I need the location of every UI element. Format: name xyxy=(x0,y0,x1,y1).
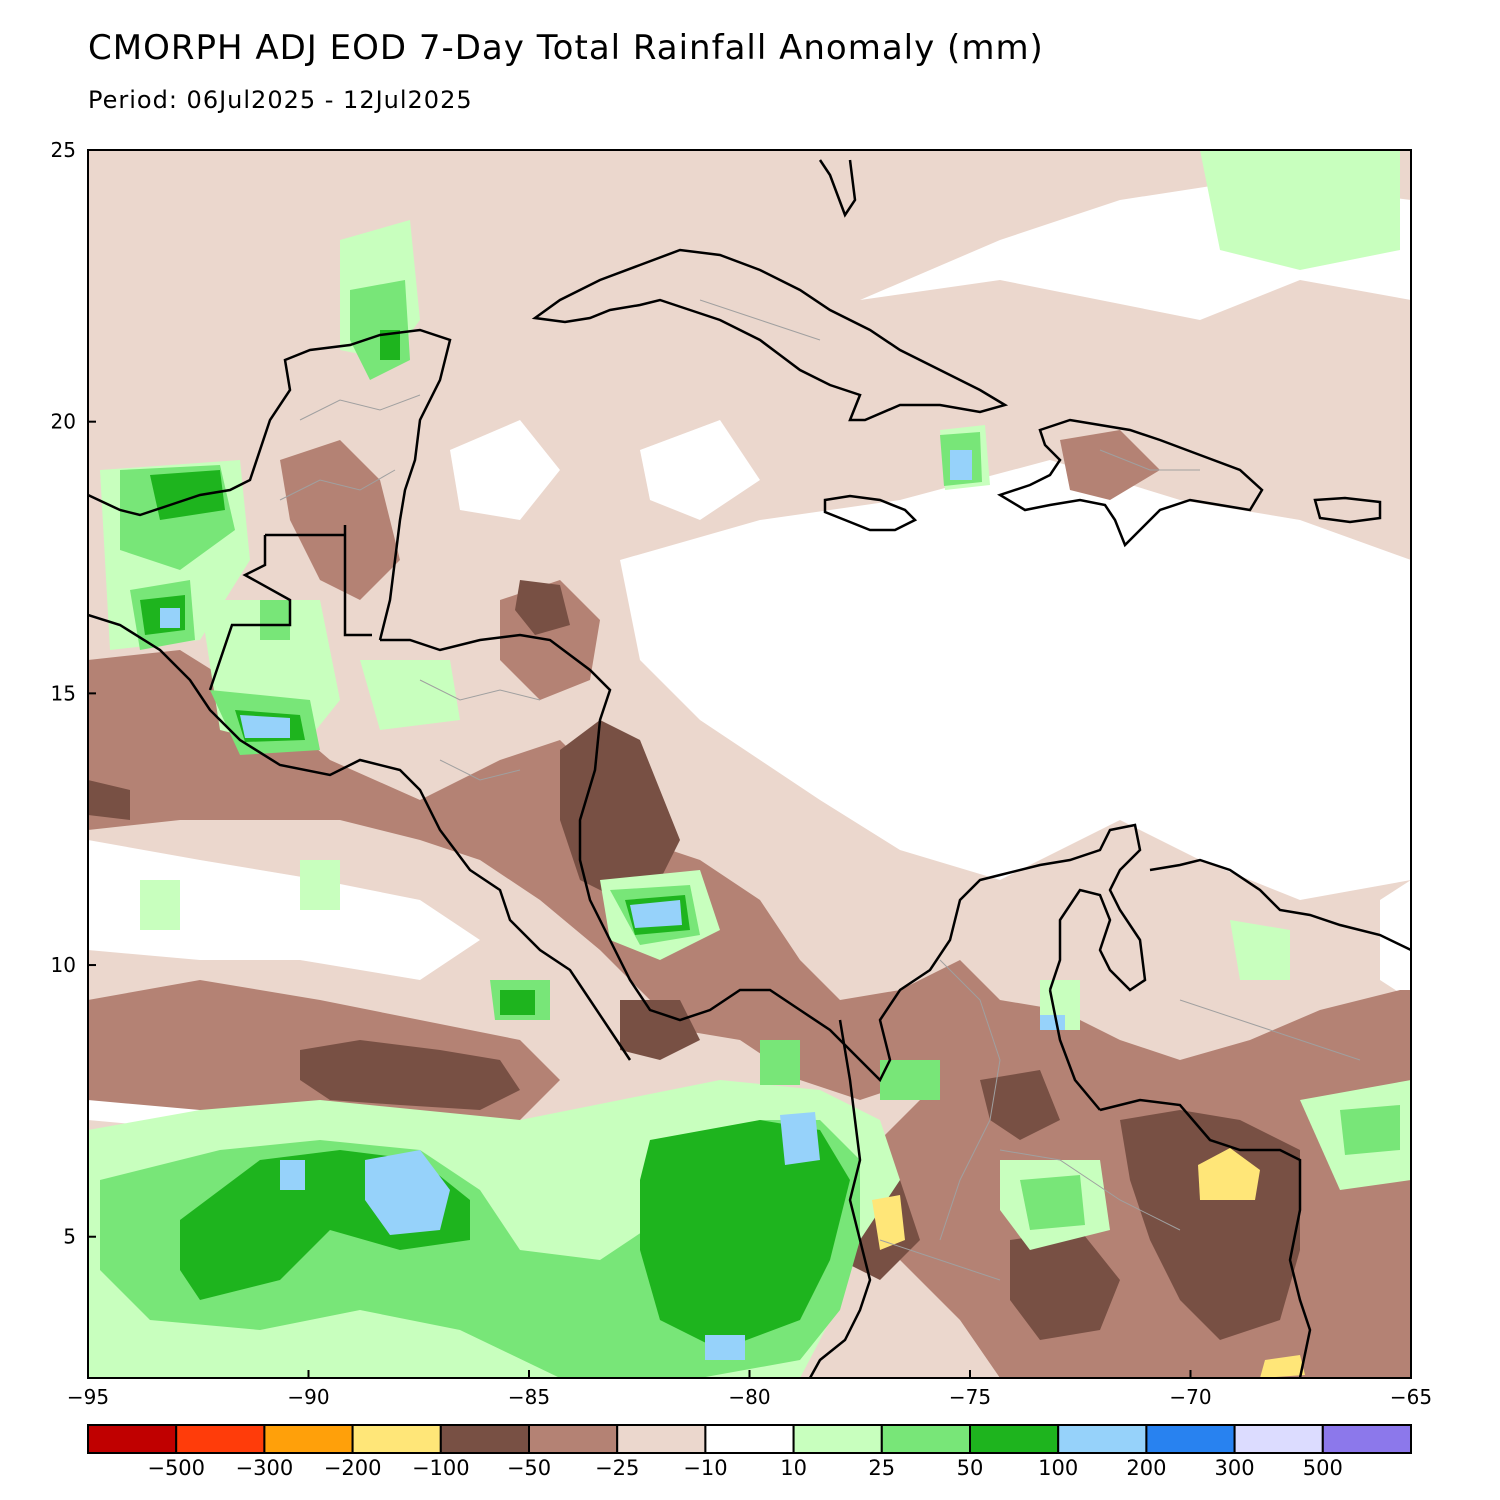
colorbar-swatch xyxy=(616,1424,707,1454)
colorbar-swatch xyxy=(880,1424,971,1454)
x-tick-label: −75 xyxy=(949,1385,991,1409)
x-tick-label: −80 xyxy=(728,1385,770,1409)
colorbar-label: 300 xyxy=(1215,1456,1255,1480)
admin-borders xyxy=(279,299,1361,1281)
x-axis: −95 −90 −85 −80 −75 −70 −65 xyxy=(67,1370,1432,1409)
colorbar-swatch xyxy=(1145,1424,1236,1454)
colorbar-label: −200 xyxy=(324,1456,382,1480)
colorbar-label: 200 xyxy=(1126,1456,1166,1480)
colorbar-swatch xyxy=(792,1424,883,1454)
x-tick-label: −65 xyxy=(1390,1385,1432,1409)
x-tick-label: −70 xyxy=(1169,1385,1211,1409)
colorbar-swatch xyxy=(1321,1424,1413,1454)
colorbar-label: −100 xyxy=(412,1456,470,1480)
heavy-wet-areas xyxy=(160,450,1065,1360)
colorbar-label: 10 xyxy=(780,1456,807,1480)
colorbar-swatch xyxy=(704,1424,795,1454)
x-tick-label: −85 xyxy=(508,1385,550,1409)
colorbar-swatch xyxy=(969,1424,1060,1454)
figure-subtitle: Period: 06Jul2025 - 12Jul2025 xyxy=(88,86,473,114)
colorbar-label: 100 xyxy=(1038,1456,1078,1480)
colorbar-label: 50 xyxy=(957,1456,984,1480)
coastlines xyxy=(88,159,1411,1378)
y-tick-label: 15 xyxy=(51,681,76,705)
colorbar-label: 500 xyxy=(1303,1456,1343,1480)
y-tick-label: 5 xyxy=(63,1225,76,1249)
colorbar-label: −25 xyxy=(595,1456,639,1480)
colorbar-label: −50 xyxy=(507,1456,551,1480)
colorbar-swatch xyxy=(1233,1424,1324,1454)
colorbar-label: −500 xyxy=(147,1456,205,1480)
colorbar-label: −10 xyxy=(683,1456,727,1480)
figure-title: CMORPH ADJ EOD 7-Day Total Rainfall Anom… xyxy=(88,28,1044,68)
x-tick-label: −95 xyxy=(67,1385,109,1409)
colorbar-swatch xyxy=(439,1424,530,1454)
y-tick-label: 10 xyxy=(51,953,76,977)
y-axis: 25 20 15 10 5 xyxy=(51,138,96,1249)
extreme-dry-patches xyxy=(872,1148,1305,1378)
colorbar-swatch xyxy=(351,1424,442,1454)
colorbar-swatch xyxy=(87,1424,178,1454)
colorbar-swatch xyxy=(528,1424,619,1454)
y-tick-label: 20 xyxy=(51,410,76,434)
colorbar-label: −300 xyxy=(236,1456,294,1480)
colorbar-swatch xyxy=(175,1424,266,1454)
colorbar: −500 −300 −200 −100 −50 −25 −10 10 25 50 100 200 300… xyxy=(87,1424,1413,1480)
anomaly-field xyxy=(88,150,1411,1378)
y-tick-label: 25 xyxy=(51,138,76,162)
x-tick-label: −90 xyxy=(287,1385,329,1409)
colorbar-swatch xyxy=(1057,1424,1148,1454)
colorbar-label: 25 xyxy=(868,1456,895,1480)
colorbar-swatch xyxy=(263,1424,354,1454)
